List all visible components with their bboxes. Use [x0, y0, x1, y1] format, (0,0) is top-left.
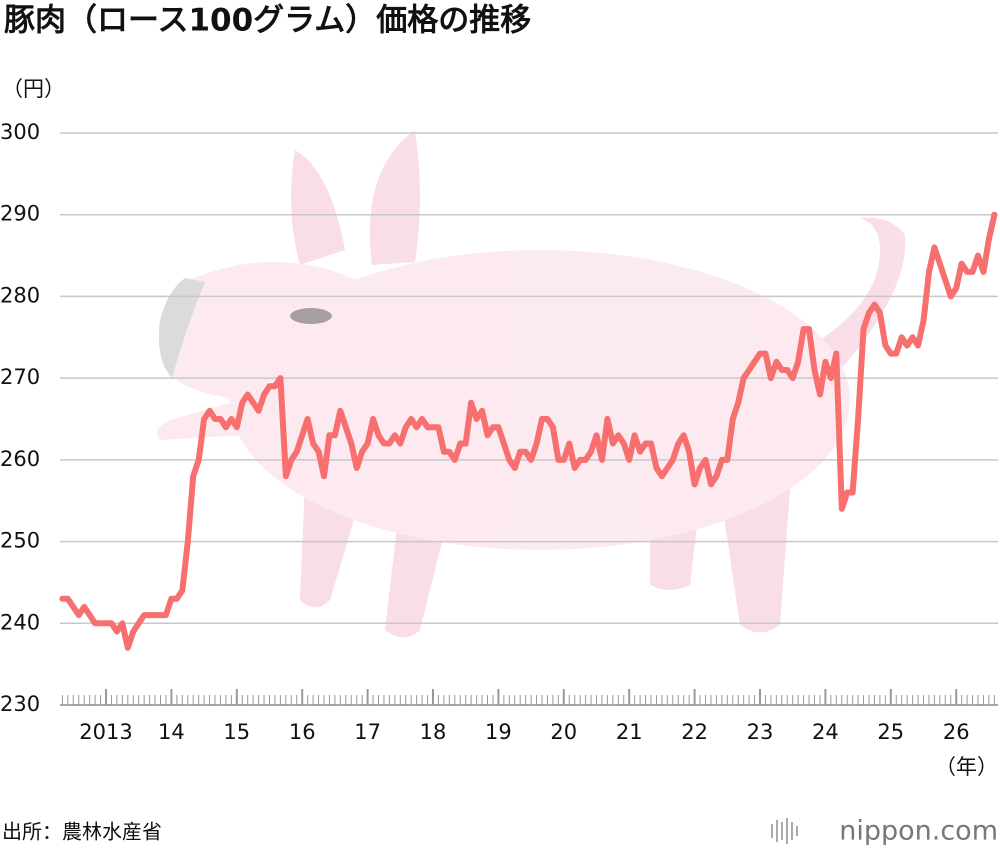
x-tick-label: 21 [616, 720, 643, 744]
y-tick-label: 280 [0, 283, 40, 307]
x-tick-label: 2013 [79, 720, 132, 744]
x-tick-label: 15 [223, 720, 250, 744]
price-line [59, 211, 998, 651]
x-tick-label: 20 [550, 720, 577, 744]
y-tick-label: 250 [0, 529, 40, 553]
x-tick-label: 18 [420, 720, 447, 744]
y-tick-label: 230 [0, 692, 40, 716]
x-tick-label: 23 [747, 720, 774, 744]
y-tick-label: 240 [0, 610, 40, 634]
y-axis-unit: （円） [2, 77, 65, 101]
y-tick-label: 270 [0, 365, 40, 389]
x-tick-label: 22 [681, 720, 708, 744]
x-tick-label: 25 [877, 720, 904, 744]
source: 出所：農林水産省 [2, 820, 162, 844]
x-tick-label: 26 [943, 720, 970, 744]
x-axis-unit: （年） [935, 755, 998, 779]
chart-title: 豚肉（ロース100グラム）価格の推移 [4, 3, 531, 39]
y-tick-label: 300 [0, 120, 40, 144]
x-tick-label: 14 [158, 720, 185, 744]
logo-mark [771, 818, 798, 844]
x-tick-label: 16 [289, 720, 316, 744]
y-tick-label: 260 [0, 447, 40, 471]
x-tick-label: 17 [354, 720, 381, 744]
x-tick-label: 24 [812, 720, 839, 744]
x-tick-label: 19 [485, 720, 512, 744]
y-tick-label: 290 [0, 202, 40, 226]
logo: nippon.com [839, 816, 998, 847]
